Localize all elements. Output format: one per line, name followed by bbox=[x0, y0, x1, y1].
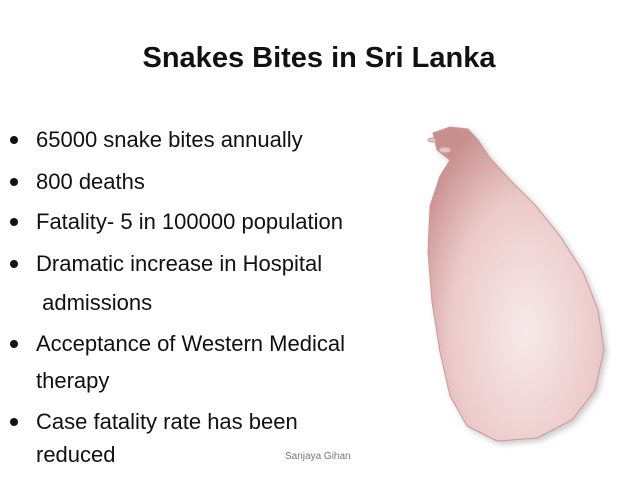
bullet-dot bbox=[10, 418, 18, 426]
bullet-text: 65000 snake bites annually bbox=[36, 127, 303, 152]
slide-title: Snakes Bites in Sri Lanka bbox=[142, 42, 496, 74]
footer: Sanjaya Gihan bbox=[285, 451, 351, 462]
bullet-dot bbox=[10, 340, 18, 348]
bullet-text: Acceptance of Western Medical bbox=[36, 331, 345, 356]
bullet-text: Dramatic increase in Hospital bbox=[36, 251, 323, 276]
bullet-dot bbox=[10, 260, 18, 268]
bullet-text: admissions bbox=[36, 290, 153, 315]
bullet-text: therapy bbox=[36, 368, 110, 393]
bullet-text: reduced bbox=[36, 442, 116, 467]
bullet-dot bbox=[10, 136, 18, 144]
bullet-dot bbox=[10, 218, 18, 226]
bullet-text: Case fatality rate has been bbox=[36, 409, 298, 434]
bullet-text: 800 deaths bbox=[36, 169, 145, 194]
bullet-dot bbox=[10, 178, 18, 186]
bullet-text: Fatality- 5 in 100000 population bbox=[36, 209, 343, 234]
